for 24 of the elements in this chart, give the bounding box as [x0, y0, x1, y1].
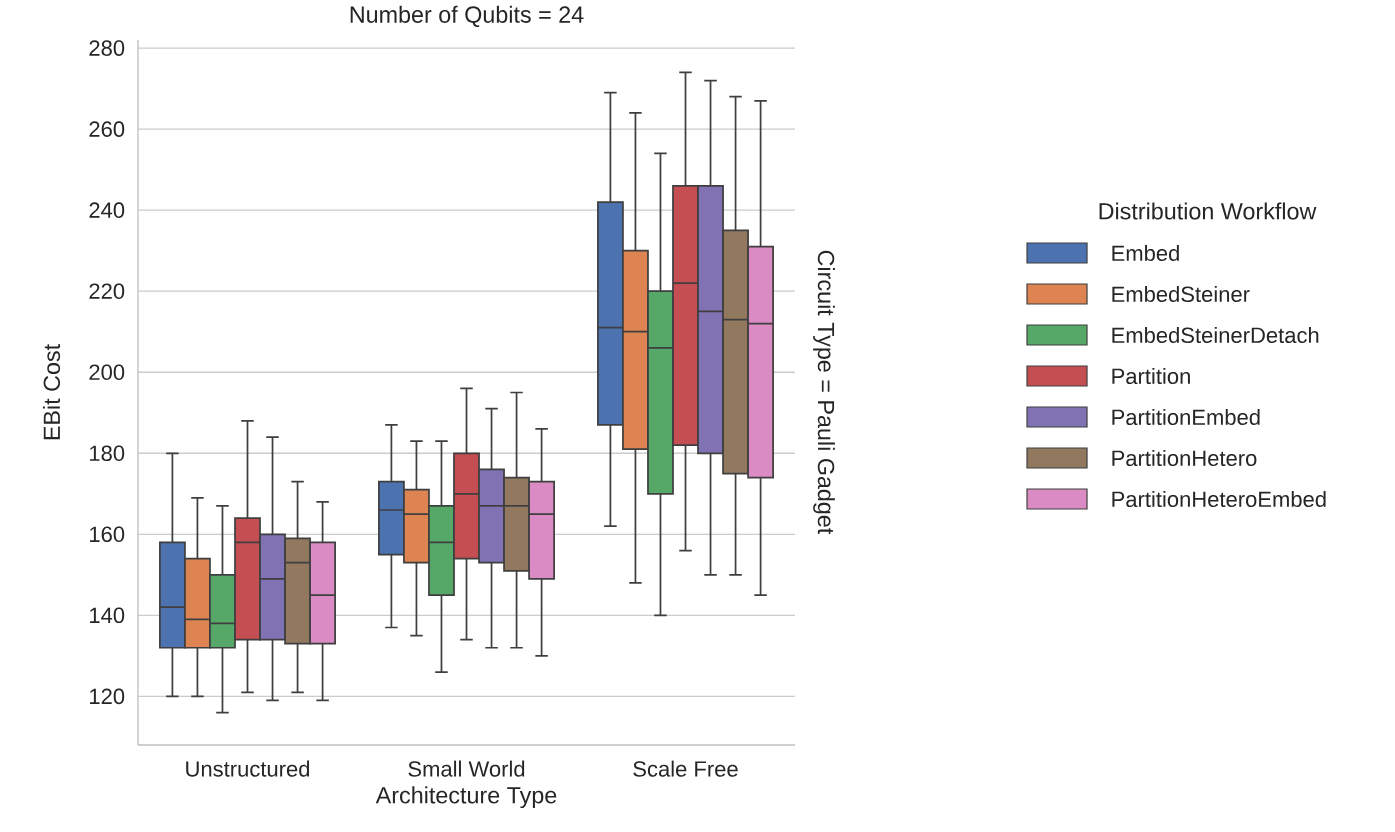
legend-label: Embed — [1112, 244, 1179, 262]
legend-title: Distribution Workflow — [1099, 202, 1317, 220]
y-tick-label: 120 — [90, 688, 125, 705]
y-tick-label: 140 — [90, 607, 125, 624]
y-tick-label: 180 — [90, 445, 125, 462]
legend-label: Partition — [1112, 367, 1190, 385]
legend-label: PartitionHeteroEmbed — [1112, 490, 1326, 508]
y-tick-label: 220 — [89, 283, 125, 299]
x-axis-title: Architecture Type — [375, 786, 557, 809]
y-tick-label: 260 — [89, 121, 125, 137]
y-tick-label: 160 — [90, 526, 125, 543]
chart-title: Number of Qubits = 24 — [350, 5, 584, 28]
x-tick-label: Unstructured — [186, 760, 310, 777]
legend-label: PartitionEmbed — [1112, 408, 1260, 426]
legend-label: EmbedSteiner — [1112, 285, 1250, 303]
x-tick-label: Scale Free — [633, 760, 738, 777]
legend-label: EmbedSteinerDetach — [1112, 326, 1319, 344]
y-axis-title: EBit Cost — [42, 344, 61, 440]
y-tick-label: 280 — [89, 40, 125, 56]
y-tick-label: 240 — [89, 202, 125, 218]
x-tick-label: Small World — [408, 760, 525, 777]
legend-label: PartitionHetero — [1112, 449, 1257, 467]
text: Circuit Type = Pauli Gadget — [813, 250, 835, 535]
y-tick-label: 200 — [89, 364, 125, 381]
